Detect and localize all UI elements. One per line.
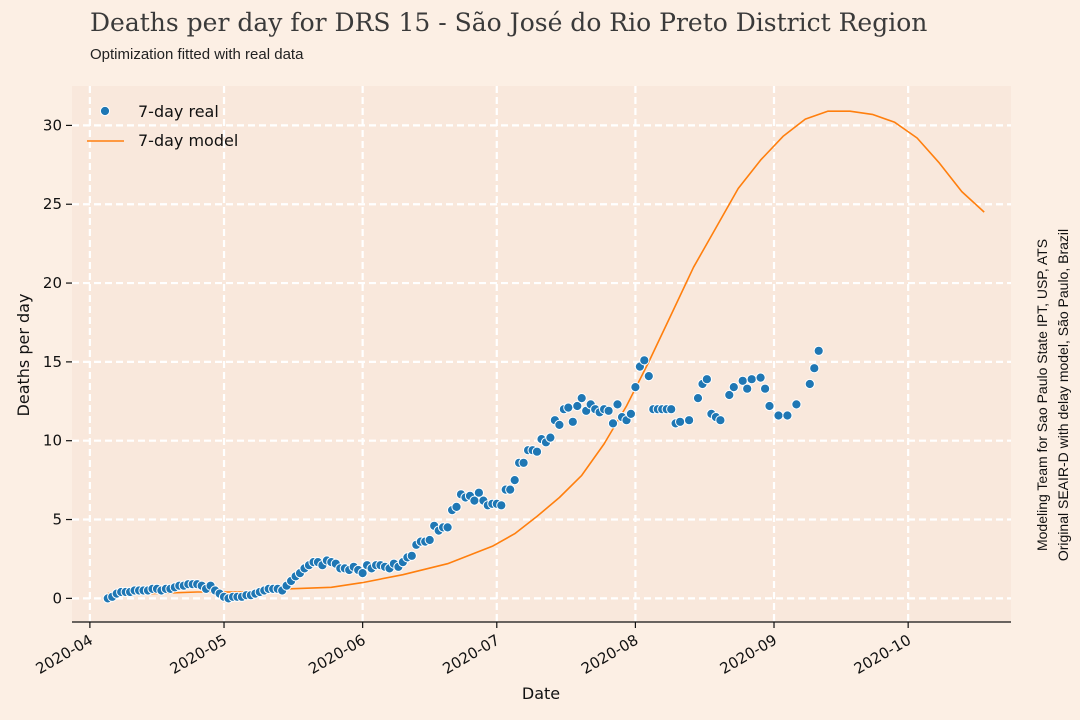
data-point (576, 393, 587, 404)
chart-subtitle: Optimization fitted with real data (90, 46, 304, 63)
data-point (567, 416, 578, 427)
x-tick-label: 2020-04 (33, 631, 96, 678)
data-point (813, 345, 824, 356)
data-point (675, 416, 686, 427)
x-axis-label: Date (522, 684, 560, 703)
credit-line-2: Original SEAIR-D with delay model, São P… (1055, 229, 1071, 561)
data-point (612, 399, 623, 410)
legend: 7-day real 7-day model (87, 102, 238, 150)
x-tick-label: 2020-09 (717, 631, 780, 678)
data-point (684, 415, 695, 426)
data-point (563, 402, 574, 413)
data-point (746, 374, 757, 385)
data-point (639, 355, 650, 366)
data-point (809, 363, 820, 374)
y-tick-label: 10 (43, 432, 62, 450)
data-point (406, 550, 417, 561)
y-axis: 0 5 10 15 20 25 30 (43, 116, 72, 607)
plot-area (72, 86, 1011, 622)
data-point (791, 399, 802, 410)
data-point (782, 410, 793, 421)
data-point (701, 374, 713, 385)
data-point (531, 446, 543, 457)
data-point (692, 393, 704, 404)
data-point (442, 522, 453, 533)
x-tick-label: 2020-08 (578, 631, 641, 678)
data-point (509, 475, 520, 486)
data-point (630, 382, 641, 393)
y-tick-label: 30 (43, 116, 62, 134)
data-point (760, 383, 771, 394)
data-point (625, 408, 637, 419)
data-point (742, 383, 753, 394)
data-point (607, 418, 619, 429)
legend-label-real: 7-day real (138, 102, 219, 121)
y-tick-label: 15 (43, 353, 62, 371)
data-point (518, 457, 529, 468)
data-point (603, 405, 614, 416)
y-axis-label: Deaths per day (14, 294, 33, 417)
data-point (804, 378, 815, 390)
data-point (715, 415, 726, 426)
data-point (643, 371, 654, 382)
x-tick-label: 2020-06 (305, 631, 368, 678)
x-tick-label: 2020-07 (439, 631, 502, 678)
data-point (424, 534, 435, 546)
data-point (724, 389, 735, 401)
x-tick-label: 2020-05 (167, 631, 230, 678)
data-point (473, 487, 484, 498)
real-series (102, 345, 824, 604)
y-tick-label: 25 (43, 195, 62, 213)
y-tick-label: 20 (43, 274, 62, 292)
credit-line-1: Modeling Team for Sao Paulo State IPT, U… (1034, 239, 1050, 551)
x-tick-label: 2020-10 (851, 631, 914, 678)
data-point (764, 400, 775, 412)
data-point (545, 432, 556, 443)
y-tick-label: 5 (52, 511, 62, 529)
data-point (755, 372, 766, 383)
data-point (357, 568, 368, 579)
legend-label-model: 7-day model (138, 131, 238, 150)
data-point (554, 419, 565, 430)
data-point (572, 400, 583, 412)
data-point (496, 500, 507, 511)
x-axis: 2020-04 2020-05 2020-06 2020-07 2020-08 2020-… (33, 622, 914, 678)
legend-marker-real (99, 105, 111, 117)
y-tick-label: 0 (52, 589, 62, 607)
chart-title: Deaths per day for DRS 15 - São José do … (90, 8, 927, 37)
grid (72, 86, 1011, 622)
data-point (451, 501, 462, 512)
data-point (666, 404, 677, 415)
data-point (773, 410, 784, 421)
data-point (728, 382, 739, 393)
data-point (505, 484, 516, 495)
